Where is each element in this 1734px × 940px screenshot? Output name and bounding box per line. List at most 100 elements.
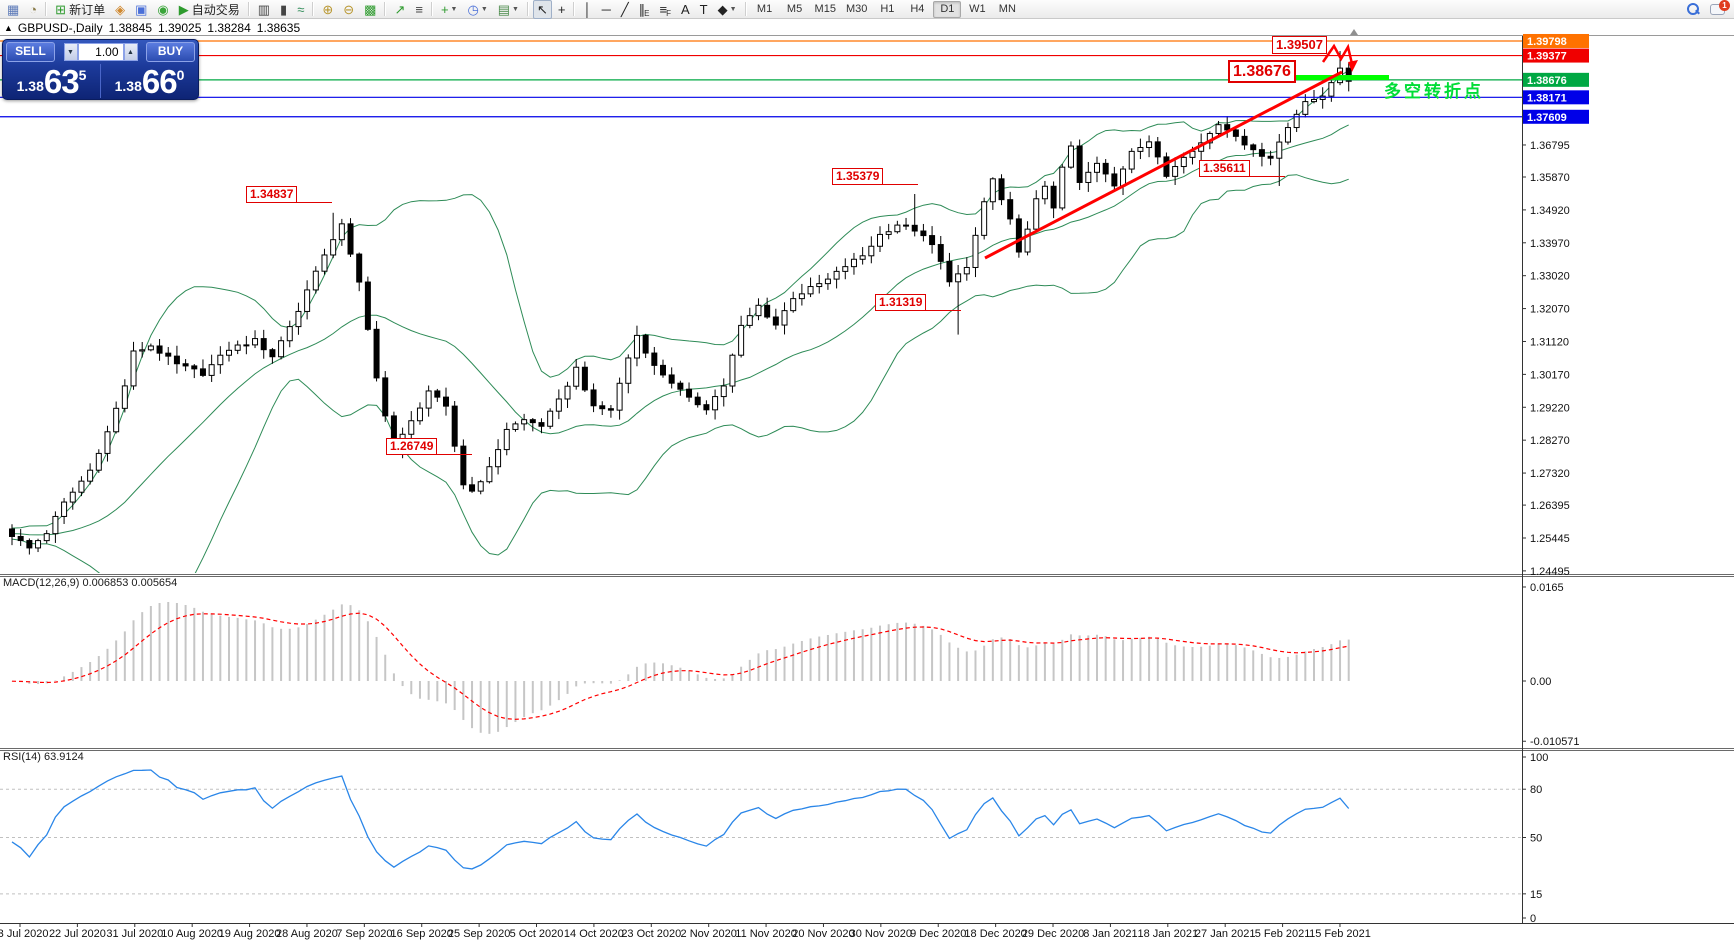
- market-watch-button[interactable]: ▦: [3, 0, 23, 19]
- add-indicator-button[interactable]: + ▼: [437, 0, 462, 19]
- crosshair-button[interactable]: +: [554, 0, 570, 19]
- callout-leader-line: [296, 202, 333, 203]
- timeframe-h1-button[interactable]: H1: [880, 2, 895, 15]
- trendline-button[interactable]: ╱: [617, 0, 633, 19]
- sell-price[interactable]: 1.38 63 5: [3, 62, 100, 100]
- styles-bucket-button[interactable]: ◈: [111, 0, 129, 19]
- toolbar-separator: [247, 2, 250, 16]
- date-label: 10 Aug 2020: [161, 928, 223, 940]
- timeframe-m1-button[interactable]: M1: [756, 2, 773, 15]
- fibonacci-sub: F: [666, 8, 671, 18]
- volume-input[interactable]: 1.00: [77, 43, 124, 61]
- price-tick-label: 1.34920: [1530, 205, 1570, 217]
- callout-leader-line: [436, 454, 473, 455]
- tile-windows-icon: ▩: [364, 1, 377, 17]
- timeframe-mn-button[interactable]: MN: [998, 2, 1016, 15]
- buy-price[interactable]: 1.38 66 0: [101, 62, 198, 100]
- fibonacci-button[interactable]: ≡ F: [656, 0, 675, 19]
- price-tick-label: 1.25445: [1530, 533, 1570, 545]
- ohlc-high: 1.39025: [158, 20, 202, 35]
- autotrading-button[interactable]: ▶ 自动交易: [175, 0, 244, 19]
- zoom-out-icon: ⊖: [343, 1, 355, 17]
- zoom-out-button[interactable]: ⊖: [339, 0, 358, 19]
- date-label: 31 Jul 2020: [106, 928, 163, 940]
- date-label: 8 Jan 2021: [1083, 928, 1137, 940]
- history-center-button[interactable]: ◔: [25, 0, 41, 19]
- text-label-button[interactable]: T: [696, 0, 712, 19]
- price-callout-1.38676: 1.38676: [1228, 60, 1296, 83]
- price-callout-1.35611: 1.35611: [1199, 160, 1285, 177]
- price-tick-label: 1.30170: [1530, 369, 1570, 381]
- timeframe-h4-button[interactable]: H4: [910, 2, 925, 15]
- toolbar-separator: [312, 2, 315, 16]
- timeframe-m5-button[interactable]: M5: [786, 2, 803, 15]
- indicator-list-button[interactable]: ≡: [411, 0, 427, 19]
- cursor-button[interactable]: ↖: [532, 0, 552, 19]
- timeframe-w1-button[interactable]: W1: [969, 2, 986, 15]
- text-button[interactable]: A: [677, 0, 694, 19]
- trendline-icon: ╱: [620, 1, 629, 17]
- price-callout-1.39507: 1.39507: [1272, 36, 1327, 54]
- chat-icon[interactable]: 1: [1710, 0, 1730, 16]
- equidistant-channel-icon: ∥: [638, 1, 646, 17]
- price-tick-label: 1.29220: [1530, 402, 1570, 414]
- zoom-in-button[interactable]: ⊕: [318, 0, 337, 19]
- date-label: 20 Nov 2020: [792, 928, 854, 940]
- chart-candles-button[interactable]: ▮: [276, 0, 291, 19]
- equidistant-channel-sub: E: [644, 8, 650, 18]
- templates-button[interactable]: ▤ ▼: [494, 0, 523, 19]
- price-tick-label: 1.26395: [1530, 500, 1570, 512]
- price-tick-label: 1.31120: [1530, 336, 1569, 348]
- price-tick-label: 1.33020: [1530, 271, 1570, 283]
- price-tick-label: 1.28270: [1530, 435, 1570, 447]
- buy-button[interactable]: BUY: [146, 42, 195, 62]
- shift-marker: [1350, 29, 1358, 35]
- toolbar-separator: [384, 2, 387, 16]
- horizontal-line-button[interactable]: ─: [598, 0, 615, 19]
- svg-text:1.39377: 1.39377: [1527, 51, 1567, 63]
- rsi-tick-label: 15: [1530, 889, 1542, 901]
- date-label: 15 Feb 2021: [1309, 928, 1371, 940]
- vertical-line-icon: │: [583, 1, 592, 17]
- svg-text:1.39798: 1.39798: [1527, 36, 1567, 48]
- zoom-in-icon: ⊕: [322, 1, 334, 17]
- sell-button[interactable]: SELL: [6, 42, 55, 62]
- rsi-label: RSI(14) 63.9124: [3, 751, 84, 763]
- volume-decrease-button[interactable]: ▼: [63, 43, 78, 61]
- arrows-button[interactable]: ◆ ▼: [714, 0, 741, 19]
- date-label: 29 Dec 2020: [1022, 928, 1084, 940]
- equidistant-channel-button[interactable]: ∥ E: [635, 0, 654, 19]
- chart-line-button[interactable]: ≈: [293, 0, 308, 19]
- chart-bars-button[interactable]: ▥: [254, 0, 274, 19]
- indicators-button[interactable]: ↗: [390, 0, 409, 19]
- timeframe-d1-button[interactable]: D1: [933, 0, 962, 18]
- new-order-button[interactable]: ⊞ 新订单: [51, 0, 109, 19]
- date-label: 25 Sep 2020: [448, 928, 510, 940]
- date-label: 5 Feb 2021: [1255, 928, 1311, 940]
- collapse-icon[interactable]: ▲: [4, 22, 13, 33]
- chart-line-icon: ≈: [297, 1, 305, 17]
- vertical-line-button[interactable]: │: [579, 0, 595, 19]
- periods-button[interactable]: ◷ ▼: [463, 0, 491, 19]
- toolbar-separator: [45, 2, 48, 16]
- signals-button[interactable]: ◉: [153, 0, 172, 19]
- tile-windows-button[interactable]: ▩: [360, 0, 380, 19]
- profile-button[interactable]: ▣: [131, 0, 151, 19]
- date-label: 19 Aug 2020: [219, 928, 281, 940]
- timeframe-m30-button[interactable]: M30: [845, 2, 868, 15]
- callout-leader-line: [925, 310, 962, 311]
- price-tick-label: 1.35870: [1530, 172, 1570, 184]
- timeframe-m15-button[interactable]: M15: [814, 2, 836, 15]
- search-icon[interactable]: [1686, 2, 1700, 16]
- date-label: 16 Sep 2020: [391, 928, 453, 940]
- autotrading-icon: ▶: [178, 1, 189, 17]
- price-tick-label: 1.32070: [1530, 304, 1570, 316]
- volume-increase-button[interactable]: ▲: [123, 43, 138, 61]
- callout-leader-line: [1248, 176, 1285, 177]
- macd-label: MACD(12,26,9) 0.006853 0.005654: [3, 577, 178, 589]
- date-label: 22 Jul 2020: [49, 928, 106, 940]
- ohlc-close: 1.38635: [256, 20, 301, 35]
- macd-tick-label: -0.010571: [1530, 736, 1580, 748]
- arrows-dropdown-icon: ▼: [729, 5, 737, 13]
